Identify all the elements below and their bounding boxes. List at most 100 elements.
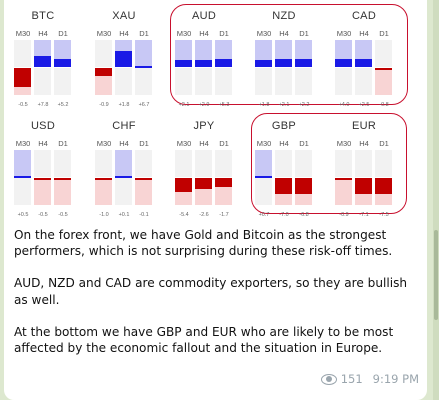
strength-fill	[215, 59, 232, 67]
change-value: -0.1	[139, 212, 149, 218]
message-time: 9:19 PM	[372, 372, 419, 386]
change-value: +5.2	[57, 102, 69, 108]
change-value: +2.1	[278, 102, 290, 108]
change-value: -0.8	[379, 102, 389, 108]
strength-bar	[355, 40, 372, 95]
strength-fill	[275, 178, 292, 194]
strength-bar	[195, 40, 212, 95]
timeframe-label: M30	[336, 29, 352, 38]
change-value: +0.1	[118, 212, 130, 218]
timeframe-label: M30	[256, 29, 272, 38]
strength-bar	[14, 150, 31, 205]
change-value: -5.4	[179, 212, 189, 218]
currency-group-aud: AUD M30 +2.1 H4 +2.9 D1 +5.3	[175, 10, 233, 110]
currency-group-xau: XAU M30 -0.9 H4 +1.8 D1 +6.7	[95, 10, 153, 110]
change-value: -7.1	[359, 212, 369, 218]
strength-fill	[54, 178, 71, 180]
strength-fill	[34, 178, 51, 180]
strength-bar	[255, 40, 272, 95]
strength-fill	[355, 59, 372, 67]
paragraph: On the forex front, we have Gold and Bit…	[14, 228, 393, 259]
change-value: -2.6	[199, 212, 209, 218]
timeframe-label: H4	[359, 29, 369, 38]
change-value: +2.1	[178, 102, 190, 108]
timeframe-label: M30	[96, 29, 112, 38]
timeframe-label: M30	[256, 139, 272, 148]
timeframe-label: H4	[119, 139, 129, 148]
currency-group-usd: USD M30 +0.5 H4 -0.5 D1 -0.5	[14, 120, 72, 220]
strength-bar	[95, 40, 112, 95]
message-text: On the forex front, we have Gold and Bit…	[14, 227, 424, 372]
currency-group-cad: CAD M30 +4.0 H4 +2.5 D1 -0.8	[335, 10, 393, 110]
strength-bar	[135, 40, 152, 95]
change-value: +0.5	[17, 212, 29, 218]
currency-name: XAU	[112, 10, 136, 22]
strength-fill	[275, 59, 292, 67]
change-value: +2.2	[298, 102, 310, 108]
scrollbar-track[interactable]	[433, 0, 439, 400]
paragraph: AUD, NZD and CAD are commodity exporters…	[14, 276, 408, 307]
currency-name: CAD	[351, 10, 377, 22]
change-value: +1.8	[118, 102, 130, 108]
currency-name: AUD	[191, 10, 217, 22]
highlight-circle-commodity	[170, 4, 408, 105]
timeframe-label: M30	[176, 139, 192, 148]
strength-bar	[295, 40, 312, 95]
scrollbar-thumb[interactable]	[434, 230, 438, 320]
change-value: -0.9	[339, 212, 349, 218]
strength-fill	[255, 60, 272, 67]
strength-bar	[34, 40, 51, 95]
change-value: +1.8	[258, 102, 270, 108]
strength-fill	[115, 176, 132, 178]
strength-fill	[95, 178, 112, 180]
timeframe-label: D1	[139, 139, 149, 148]
strength-fill	[95, 68, 112, 76]
change-value: +5.3	[218, 102, 230, 108]
strength-bar	[255, 150, 272, 205]
strength-fill	[335, 59, 352, 67]
timeframe-label: M30	[15, 139, 31, 148]
currency-name: USD	[30, 120, 56, 132]
change-value: +6.7	[138, 102, 150, 108]
currency-group-btc: BTC M30 -0.5 H4 +7.8 D1 +5.2	[14, 10, 72, 110]
change-value: +0.7	[258, 212, 270, 218]
change-value: -0.9	[99, 102, 109, 108]
strength-bar	[195, 150, 212, 205]
strength-fill	[255, 176, 272, 178]
change-value: +7.8	[37, 102, 49, 108]
timeframe-label: H4	[199, 139, 209, 148]
view-count: 151	[340, 372, 363, 386]
change-value: -7.0	[279, 212, 289, 218]
currency-group-nzd: NZD M30 +1.8 H4 +2.1 D1 +2.2	[255, 10, 313, 110]
strength-bar	[295, 150, 312, 205]
strength-bar	[54, 40, 71, 95]
change-value: -6.8	[299, 212, 309, 218]
strength-fill	[14, 176, 31, 178]
strength-bar	[14, 40, 31, 95]
timeframe-label: D1	[299, 139, 309, 148]
timeframe-label: H4	[279, 29, 289, 38]
strength-bar	[34, 150, 51, 205]
timeframe-label: M30	[96, 139, 112, 148]
change-value: +4.0	[338, 102, 350, 108]
strength-fill	[54, 59, 71, 67]
strength-fill	[195, 60, 212, 67]
strength-fill	[215, 178, 232, 187]
strength-bar	[95, 150, 112, 205]
currency-name: GBP	[271, 120, 297, 132]
strength-fill	[335, 178, 352, 180]
strength-fill	[375, 68, 392, 70]
strength-bar	[175, 150, 192, 205]
timeframe-label: D1	[219, 139, 229, 148]
strength-bar	[175, 40, 192, 95]
timeframe-label: D1	[299, 29, 309, 38]
change-value: -0.5	[38, 212, 48, 218]
strength-fill	[135, 66, 152, 68]
timeframe-label: H4	[359, 139, 369, 148]
strength-bar	[135, 150, 152, 205]
timeframe-label: H4	[199, 29, 209, 38]
currency-name: BTC	[31, 10, 55, 22]
timeframe-label: M30	[176, 29, 192, 38]
strength-fill	[375, 178, 392, 194]
strength-bar	[115, 40, 132, 95]
